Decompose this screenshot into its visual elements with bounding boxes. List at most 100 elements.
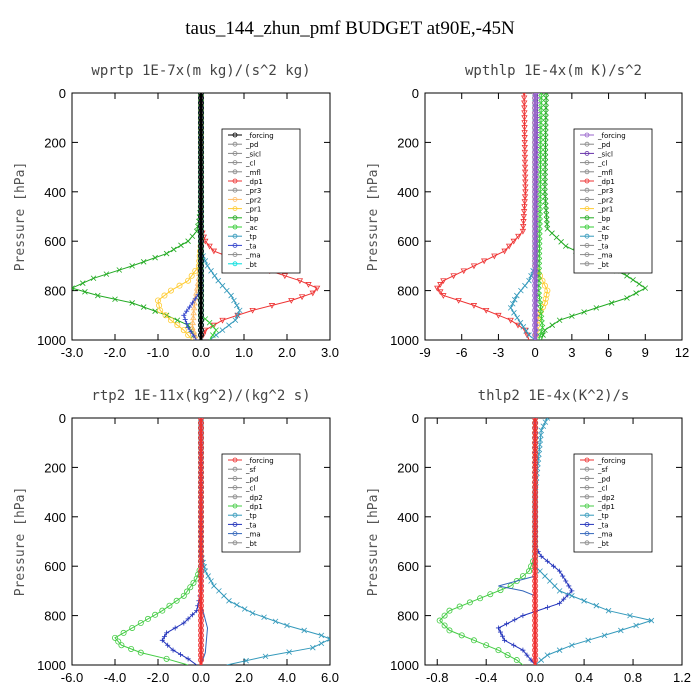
data-point: [95, 292, 101, 299]
data-point: [524, 652, 530, 658]
data-point: [542, 179, 548, 185]
data-point: [624, 295, 630, 301]
legend-label: _mfl: [245, 169, 261, 177]
data-point: [241, 606, 248, 612]
data-point: [543, 212, 550, 218]
data-point: [185, 332, 192, 339]
legend-marker: [584, 242, 590, 248]
legend-label: _ta: [245, 242, 257, 250]
data-point: [542, 419, 549, 425]
data-point: [318, 640, 325, 647]
data-point: [170, 246, 177, 253]
data-point: [521, 105, 528, 112]
data-point: [167, 287, 174, 294]
data-point: [236, 307, 243, 314]
data-point: [157, 307, 164, 314]
data-point: [446, 607, 453, 614]
legend-label: _pr1: [597, 206, 613, 214]
data-point: [538, 100, 544, 106]
legend-marker: [232, 215, 238, 221]
data-point: [520, 613, 526, 619]
data-point: [544, 558, 550, 564]
data-point: [522, 184, 529, 191]
data-point: [566, 583, 572, 589]
y-tick-label: 1000: [37, 658, 66, 673]
legend-marker: [584, 261, 590, 267]
data-point: [593, 602, 600, 609]
y-tick-label: 1000: [390, 658, 419, 673]
data-point: [470, 637, 477, 644]
data-point: [470, 263, 478, 270]
plot-frame: [424, 92, 683, 341]
data-point: [542, 184, 548, 190]
data-point: [261, 614, 267, 621]
data-point: [521, 140, 528, 146]
data-point: [627, 612, 633, 619]
data-point: [549, 322, 556, 328]
data-point: [128, 645, 135, 652]
data-point: [162, 312, 169, 319]
legend-label: _dp1: [597, 503, 615, 511]
legend-label: _bp: [245, 215, 259, 223]
data-point: [536, 248, 543, 254]
data-point: [116, 267, 123, 273]
y-tick-label: 800: [397, 284, 419, 299]
data-point: [538, 315, 545, 322]
data-point: [542, 295, 549, 302]
legend-label: _tp: [245, 233, 257, 241]
data-point: [556, 317, 563, 324]
legend-marker: [232, 169, 238, 175]
legend-label: _ma: [597, 531, 613, 539]
data-point: [542, 139, 549, 146]
data-point: [305, 282, 312, 288]
data-point: [140, 304, 147, 310]
data-point: [204, 263, 211, 269]
data-point: [513, 578, 520, 585]
data-point: [174, 322, 181, 329]
data-point: [544, 287, 551, 294]
data-point: [507, 317, 514, 324]
data-point: [511, 310, 517, 316]
legend-label: _tp: [245, 512, 257, 520]
data-point: [521, 169, 529, 176]
data-point: [219, 317, 226, 324]
data-point: [522, 179, 529, 186]
legend-marker: [232, 512, 238, 518]
data-point: [211, 583, 217, 589]
data-point: [118, 642, 125, 649]
data-point: [164, 630, 170, 636]
data-point: [208, 578, 214, 584]
x-tick-label: 0.4: [575, 670, 593, 685]
data-point: [234, 302, 240, 309]
data-point: [538, 114, 544, 121]
legend-marker: [584, 178, 590, 184]
data-point: [544, 604, 550, 610]
legend-label: _pd: [245, 141, 258, 149]
data-point: [219, 327, 226, 333]
data-point: [234, 602, 240, 608]
legend-label: _dp2: [597, 494, 615, 502]
legend-marker: [232, 206, 238, 212]
data-point: [538, 427, 545, 434]
data-point: [440, 278, 447, 285]
x-tick-label: 0.8: [624, 670, 642, 685]
data-point: [538, 134, 544, 141]
data-point: [543, 202, 549, 209]
series-group: [436, 418, 655, 665]
data-point: [231, 297, 237, 304]
data-point: [249, 307, 256, 314]
data-point: [480, 258, 488, 265]
data-point: [539, 277, 546, 284]
data-point: [520, 223, 527, 230]
data-point: [185, 238, 191, 244]
legend-marker: [232, 494, 238, 500]
data-point: [521, 115, 528, 122]
data-point: [551, 563, 556, 569]
legend-marker: [584, 475, 590, 481]
data-point: [542, 134, 549, 141]
data-point: [537, 159, 544, 165]
legend-label: _ta: [597, 521, 609, 529]
data-point: [542, 129, 549, 136]
data-point: [184, 588, 191, 595]
y-tick-label: 0: [412, 86, 419, 101]
